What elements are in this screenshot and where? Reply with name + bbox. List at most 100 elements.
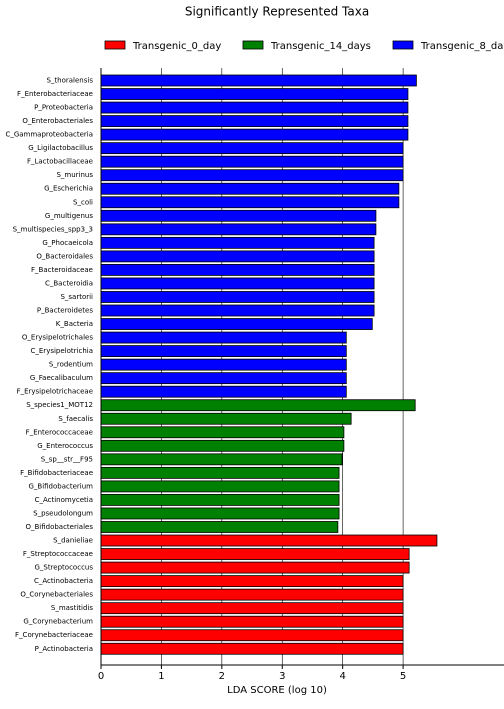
bar (100, 629, 404, 642)
y-tick-label: S_pseudolongum (33, 509, 93, 517)
x-tick-label: 1 (158, 671, 164, 682)
bar (100, 602, 404, 615)
y-tick-label: G_Faecalibaculum (30, 374, 93, 382)
y-tick-label: F_Streptococcaceae (23, 550, 93, 558)
legend-label: Transgenic_0_day (132, 41, 221, 52)
y-tick-label: G_Ligilactobacillus (28, 144, 93, 152)
y-tick-label: F_Lactobacillaceae (27, 158, 93, 166)
bar (100, 128, 409, 141)
chart-title: Significantly Represented Taxa (185, 5, 369, 19)
bar (100, 372, 347, 385)
y-tick-label: F_Erysipelotrichaceae (17, 388, 93, 396)
bar (100, 642, 404, 655)
bar (100, 453, 343, 466)
bar (100, 399, 416, 412)
y-tick-label: C_Bacteroidia (45, 279, 93, 287)
y-tick-label: S_species1_MOT12 (26, 401, 93, 409)
bar (100, 196, 400, 209)
x-tick-label: 3 (279, 671, 285, 682)
bar (100, 439, 345, 452)
bar (100, 358, 347, 371)
y-tick-label: G_multigenus (45, 212, 93, 220)
y-tick-label: S_thoralensis (46, 77, 93, 85)
bar (100, 74, 417, 87)
y-tick-label: P_Proteobacteria (34, 104, 93, 112)
x-tick-label: 0 (98, 671, 104, 682)
y-tick-label: K_Bacteria (56, 320, 93, 328)
y-tick-label: S_sartorii (60, 293, 93, 301)
legend-swatch (104, 40, 126, 50)
bar (100, 250, 375, 263)
legend-swatch (242, 40, 264, 50)
y-tick-label: S_mastitidis (51, 604, 93, 612)
bar (100, 345, 347, 358)
y-tick-label: F_Bacteroidaceae (31, 266, 93, 274)
bar (100, 534, 438, 547)
y-tick-label: F_Enterococcaceae (26, 428, 93, 436)
y-tick-label: P_Actinobacteria (35, 645, 93, 653)
bar (100, 318, 373, 330)
y-tick-label: G_Streptococcus (34, 564, 93, 572)
bar (100, 155, 404, 168)
legend-label: Transgenic_14_days (270, 41, 371, 52)
y-tick-label: G_Enterococcus (37, 442, 93, 450)
bar (100, 548, 410, 560)
bar (100, 182, 400, 195)
bar (100, 588, 404, 601)
y-tick-label: S_faecalis (58, 415, 93, 423)
bar (100, 291, 375, 303)
bar (100, 575, 404, 588)
y-tick-label: S_coli (73, 198, 93, 206)
bar (100, 426, 345, 439)
y-tick-label: G_Escherichia (44, 185, 93, 193)
y-tick-label: S_murinus (56, 171, 93, 179)
x-tick-label: 4 (339, 671, 345, 682)
bar (100, 385, 347, 398)
bar (100, 494, 340, 506)
bar (100, 277, 375, 290)
y-tick-label: C_Actinomycetia (35, 496, 93, 504)
bar (100, 236, 375, 249)
y-tick-label: S_rodentium (49, 361, 93, 369)
y-tick-label: S_multispecies_spp3_3 (13, 225, 93, 233)
bar (100, 507, 340, 520)
y-tick-label: S_danieliae (53, 537, 93, 545)
bar (100, 412, 352, 425)
bar (100, 209, 377, 222)
bar (100, 304, 375, 317)
legend-swatch (392, 40, 414, 50)
y-tick-label: C_Erysipelotrichia (31, 347, 94, 355)
y-tick-label: O_Enterobacteriales (22, 117, 93, 125)
legend-label: Transgenic_8_day (420, 41, 504, 52)
bar (100, 615, 404, 628)
y-tick-label: O_Bacteroidales (36, 252, 93, 260)
y-tick-label: O_Corynebacteriales (20, 591, 93, 599)
y-tick-label: C_Actinobacteria (34, 577, 93, 585)
x-axis-label: LDA SCORE (log 10) (227, 685, 327, 696)
bar (100, 88, 409, 100)
bar (100, 331, 347, 344)
y-tick-label: O_Bifidobacteriales (25, 523, 93, 531)
bar (100, 264, 375, 276)
y-tick-label: S_sp__str__F95 (41, 455, 93, 463)
bar (100, 561, 410, 574)
y-tick-label: G_Phocaeicola (42, 239, 93, 247)
bar (100, 521, 339, 533)
bar (100, 142, 404, 155)
y-tick-label: F_Enterobacteriaceae (17, 90, 93, 98)
y-tick-label: O_Erysipelotrichales (22, 334, 93, 342)
y-tick-label: G_Corynebacterium (23, 618, 93, 626)
bar (100, 466, 340, 479)
y-tick-label: C_Gammaproteobacteria (5, 131, 93, 139)
y-tick-label: F_Bifidobacteriaceae (20, 469, 93, 477)
bar (100, 169, 404, 182)
bar (100, 101, 409, 114)
y-tick-label: G_Bifidobacterium (28, 482, 93, 490)
y-tick-label: P_Bacteroidetes (37, 307, 93, 315)
x-tick-label: 2 (219, 671, 225, 682)
bar (100, 223, 377, 236)
y-tick-label: F_Corynebacteriaceae (15, 631, 93, 639)
bar (100, 480, 340, 493)
bar (100, 115, 409, 127)
